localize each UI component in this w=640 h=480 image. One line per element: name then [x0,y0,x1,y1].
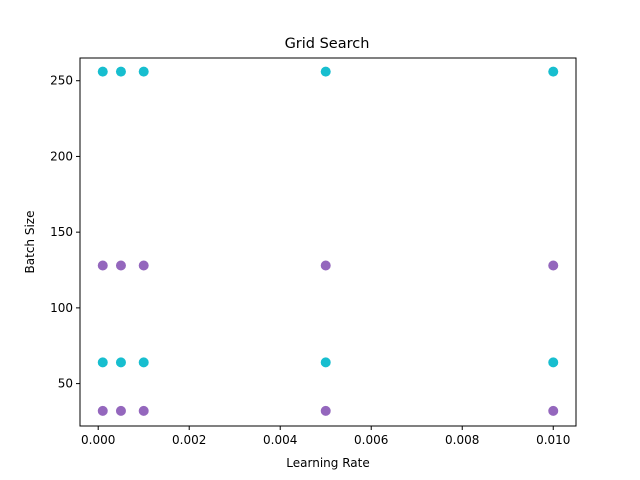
x-tick-label: 0.002 [172,433,206,447]
x-tick-label: 0.006 [354,433,388,447]
scatter-point [548,66,559,77]
y-tick-label: 150 [50,225,73,239]
x-axis-label: Learning Rate [286,456,369,470]
plot-frame [79,57,577,427]
x-tick-label: 0.010 [536,433,570,447]
y-tick-label: 250 [50,74,73,88]
scatter-point [320,66,331,77]
x-tick-label: 0.008 [445,433,479,447]
y-tick-label: 100 [50,301,73,315]
scatter-point [138,260,149,271]
chart-title: Grid Search [285,36,370,52]
scatter-point [97,357,108,368]
scatter-point [115,66,126,77]
scatter-point [320,260,331,271]
scatter-point [320,405,331,416]
y-axis-label: Batch Size [23,211,37,274]
scatter-point [548,405,559,416]
data-points [97,66,559,416]
scatter-point [115,405,126,416]
scatter-point [97,260,108,271]
scatter-point [320,357,331,368]
scatter-point [138,405,149,416]
x-tick-label: 0.004 [263,433,297,447]
y-tick-label: 200 [50,149,73,163]
x-tick-label: 0.000 [81,433,115,447]
scatter-point [115,357,126,368]
scatter-point [115,260,126,271]
scatter-point [138,66,149,77]
scatter-point [548,260,559,271]
y-tick-label: 50 [58,377,73,391]
scatter-point [548,357,559,368]
scatter-point [97,66,108,77]
scatter-point [138,357,149,368]
scatter-point [97,405,108,416]
ticks: 0.000 0.002 0.004 0.006 0.008 0.010 50 100 150 20… [50,74,570,447]
